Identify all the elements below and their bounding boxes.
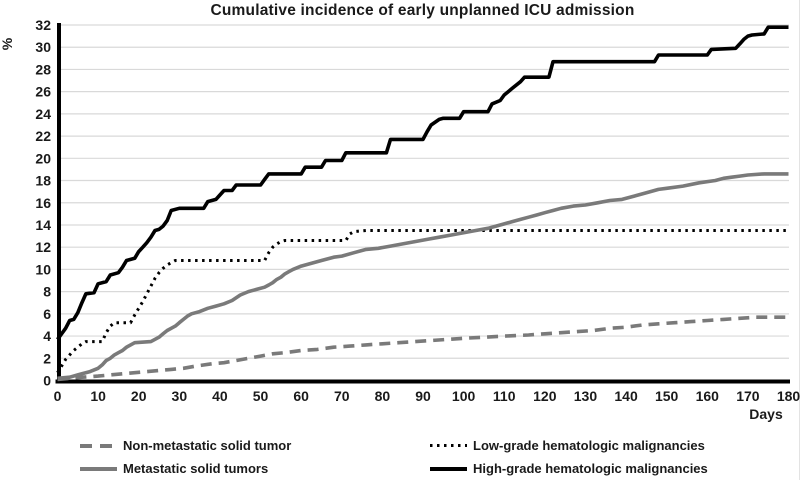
y-tick-label: 24 xyxy=(35,106,51,122)
x-tick-label: 160 xyxy=(696,388,720,404)
series-line-2 xyxy=(56,229,789,374)
legend-label-metastatic: Metastatic solid tumors xyxy=(123,461,269,476)
legend-label-low-grade: Low-grade hematologic malignancies xyxy=(473,438,705,453)
x-tick-label: 150 xyxy=(655,388,679,404)
series-line-0 xyxy=(57,315,789,382)
legend-label-high-grade: High-grade hematologic malignancies xyxy=(473,461,708,476)
series-line-1 xyxy=(57,172,789,381)
y-tick-label: 4 xyxy=(43,328,51,344)
y-tick-label: 26 xyxy=(35,84,51,100)
y-tick-label: 16 xyxy=(35,195,51,211)
y-tick-label: 22 xyxy=(35,128,51,144)
x-tick-label: 130 xyxy=(574,388,598,404)
legend: Non-metastatic solid tumor Low-grade hem… xyxy=(80,437,708,477)
x-tick-label: 100 xyxy=(452,388,476,404)
y-tick-label: 14 xyxy=(35,217,51,233)
dotted-black-line-sample xyxy=(430,444,467,447)
series-line-3 xyxy=(56,25,789,341)
x-tick-label: 90 xyxy=(415,388,431,404)
x-tick-label: 70 xyxy=(334,388,350,404)
legend-item-non-metastatic: Non-metastatic solid tumor xyxy=(80,437,430,454)
legend-item-metastatic: Metastatic solid tumors xyxy=(80,460,430,477)
solid-gray-line-sample xyxy=(80,466,117,471)
legend-item-low-grade: Low-grade hematologic malignancies xyxy=(430,437,708,454)
y-tick-label: 18 xyxy=(35,173,51,189)
x-tick-label: 120 xyxy=(533,388,557,404)
x-tick-label: 20 xyxy=(131,388,147,404)
legend-item-high-grade: High-grade hematologic malignancies xyxy=(430,460,708,477)
x-tick-label: 10 xyxy=(90,388,106,404)
y-tick-label: 2 xyxy=(43,350,51,366)
x-tick-label: 30 xyxy=(172,388,188,404)
y-tick-label: 28 xyxy=(35,61,51,77)
x-tick-label: 0 xyxy=(54,388,62,404)
x-tick-label: 40 xyxy=(212,388,228,404)
x-tick-label: 170 xyxy=(736,388,760,404)
y-tick-label: 12 xyxy=(35,239,51,255)
x-tick-label: 50 xyxy=(253,388,269,404)
y-tick-label: 8 xyxy=(43,284,51,300)
solid-black-line-sample xyxy=(430,466,467,471)
x-tick-label: 80 xyxy=(375,388,391,404)
y-tick-label: 0 xyxy=(43,373,51,389)
y-axis-unit-label: % xyxy=(0,37,15,50)
y-tick-label: 6 xyxy=(43,306,51,322)
x-tick-label: 140 xyxy=(614,388,638,404)
x-tick-label: 110 xyxy=(493,388,516,404)
x-axis-days-label: Days xyxy=(749,406,783,422)
chart-title: Cumulative incidence of early unplanned … xyxy=(210,2,635,19)
y-tick-label: 32 xyxy=(35,17,51,33)
y-tick-label: 30 xyxy=(35,39,51,55)
dashed-gray-line-sample xyxy=(80,443,117,448)
x-tick-label: 60 xyxy=(293,388,309,404)
legend-label-non-metastatic: Non-metastatic solid tumor xyxy=(123,438,292,453)
y-tick-label: 20 xyxy=(35,150,51,166)
x-tick-label: 180 xyxy=(777,388,800,404)
y-tick-label: 10 xyxy=(35,261,51,277)
